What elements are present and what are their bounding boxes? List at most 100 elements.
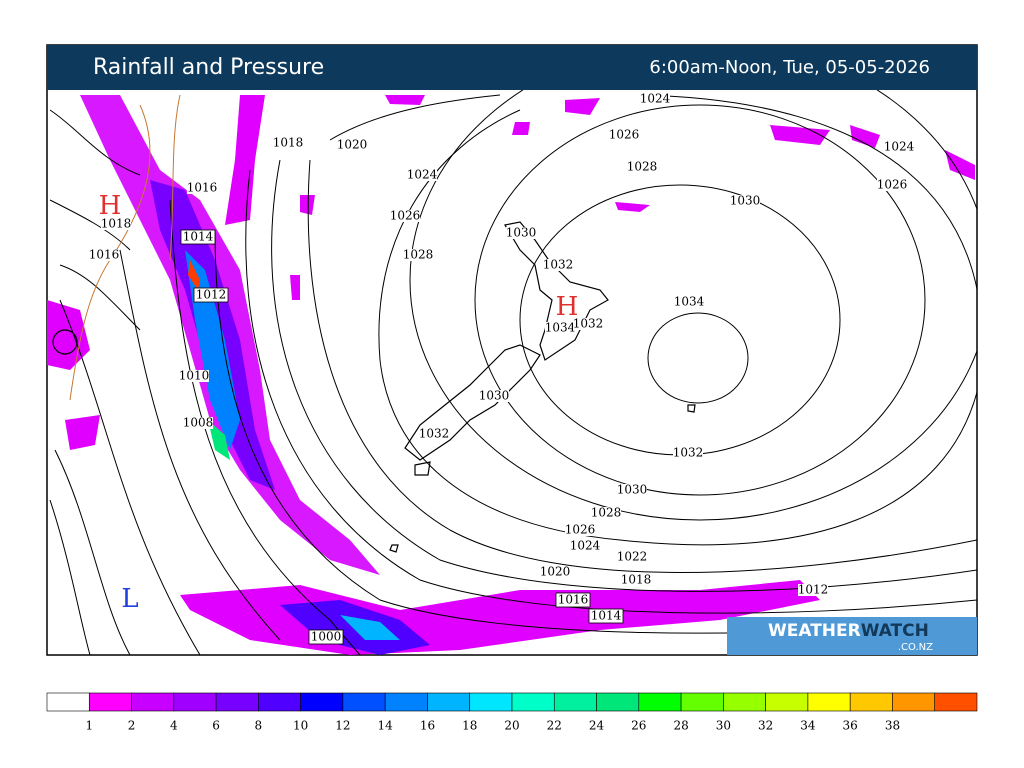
isobar-label: 1026 [877, 178, 908, 192]
legend-swatch [215, 692, 259, 712]
isobar-label: 1026 [609, 128, 640, 142]
legend-label: 12 [335, 719, 350, 733]
isobar-label: 1014 [183, 230, 214, 244]
legend-swatch [46, 692, 90, 712]
legend-swatch [807, 692, 851, 712]
isobar-label: 1030 [730, 194, 761, 208]
label-bg [627, 161, 657, 173]
isobar-label: 1024 [570, 539, 601, 553]
legend-label: 20 [504, 719, 519, 733]
label-bg [506, 227, 536, 239]
isobar-label: 1016 [558, 593, 589, 607]
label-bg [183, 417, 213, 429]
label-bg [565, 524, 595, 536]
legend-swatch [849, 692, 893, 712]
south-island [404, 344, 541, 461]
legend-swatch [596, 692, 640, 712]
rain-core [208, 420, 230, 460]
legend-swatch [342, 692, 386, 712]
isobar-label: 1014 [591, 609, 622, 623]
label-box [308, 629, 344, 645]
label-bg [884, 141, 914, 153]
isobar-label: 1012 [798, 583, 829, 597]
label-box [555, 592, 591, 608]
legend-label: 24 [589, 719, 605, 733]
pressure-center: L [121, 584, 138, 614]
label-bg [273, 137, 303, 149]
legend-label: 26 [631, 719, 646, 733]
logo-box [727, 617, 977, 655]
isobar [271, 159, 977, 592]
isobar-label: 1026 [565, 523, 596, 537]
isobars [49, 90, 977, 655]
legend-swatch [723, 692, 766, 712]
isobar-label: 1000 [311, 630, 342, 644]
islands [389, 404, 696, 553]
isobar-label: 1032 [673, 446, 704, 460]
isobar-label: 1034 [674, 295, 705, 309]
legend-label: 38 [885, 719, 900, 733]
isobar-label: 1016 [187, 181, 218, 195]
rain-core [340, 615, 400, 640]
legend-swatch [892, 692, 936, 712]
isobar-label: 1032 [573, 317, 604, 331]
legend-swatch [765, 692, 809, 712]
label-bg [591, 507, 621, 519]
pressure-center: H [99, 191, 122, 221]
isobar [245, 169, 977, 614]
legend-swatch [469, 692, 513, 712]
isobar-label: 1018 [101, 217, 132, 231]
legend-label: 14 [378, 719, 394, 733]
isobar-label: 1018 [621, 573, 652, 587]
isobar-label: 1030 [617, 483, 648, 497]
legend-swatch [258, 692, 301, 712]
isobar-label: 1032 [543, 258, 574, 272]
label-bg [479, 390, 509, 402]
label-bg [609, 129, 639, 141]
isobar-label: 1026 [390, 209, 421, 223]
legend-swatch [680, 692, 724, 712]
isobar-label: 1012 [196, 288, 227, 302]
legend-swatch [553, 692, 597, 712]
legend-label: 1 [85, 719, 93, 733]
legend: 1 2 4 6 8 10 12 14 16 18 20 22 24 26 28 30 32 34 36 38 [46, 692, 978, 733]
isobar [474, 104, 926, 496]
label-bg [640, 93, 670, 105]
legend-swatch [384, 692, 428, 712]
isobar [49, 299, 201, 655]
label-bg [621, 574, 651, 586]
label-bg [543, 259, 573, 271]
legend-label: 36 [843, 719, 858, 733]
isobar-label: 1030 [479, 389, 510, 403]
legend-label: 28 [673, 719, 688, 733]
label-bg [798, 584, 828, 596]
rain-band [47, 300, 90, 370]
label-bg [101, 218, 131, 230]
isobar-label: 1028 [591, 506, 622, 520]
rain-core [188, 260, 200, 290]
header-bar [47, 45, 977, 90]
isobar-label: 1024 [884, 140, 915, 154]
isobar [49, 109, 141, 331]
isobar [307, 94, 977, 573]
legend-swatch [638, 692, 682, 712]
label-bg [673, 447, 703, 459]
isobar-label: 1018 [273, 136, 304, 150]
label-bg [179, 370, 209, 382]
label-bg [674, 296, 704, 308]
legend-swatch [511, 692, 555, 712]
legend-label: 16 [420, 719, 435, 733]
label-bg [730, 195, 760, 207]
north-island [504, 221, 609, 361]
label-bg [419, 428, 449, 440]
isobar-labels: 1024 1018 1020 1026 1024 1028 1024 1016 1026 1030… [89, 92, 915, 645]
label-box [588, 608, 624, 624]
isobar-label: 1008 [183, 416, 214, 430]
legend-label: 18 [462, 719, 477, 733]
isobar-label: 1030 [506, 226, 537, 240]
label-bg [337, 139, 367, 151]
label-box [180, 229, 216, 245]
isobar-label: 1024 [640, 92, 671, 106]
isobar-label: 1020 [337, 138, 368, 152]
isobar-label: 1020 [540, 565, 571, 579]
